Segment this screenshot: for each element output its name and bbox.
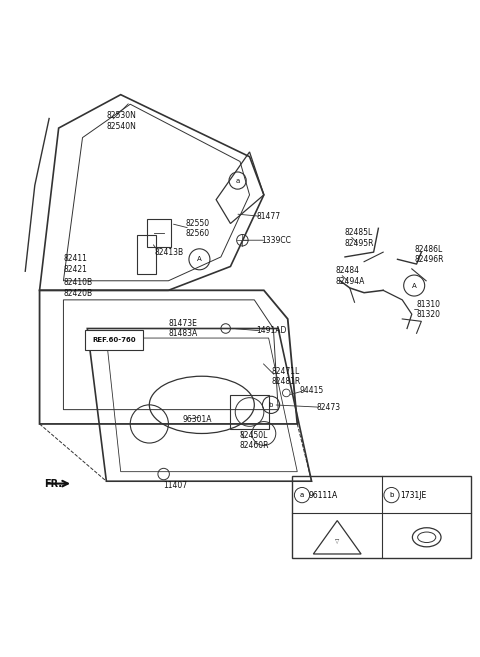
Text: 81473E
81483A: 81473E 81483A <box>168 319 198 338</box>
Text: 82484
82494A: 82484 82494A <box>336 266 365 286</box>
Text: 82410B
82420B: 82410B 82420B <box>63 278 93 298</box>
Text: A: A <box>197 256 202 262</box>
Text: b: b <box>269 402 273 408</box>
Text: 82450L
82460R: 82450L 82460R <box>240 431 269 450</box>
Text: ▽: ▽ <box>335 539 339 545</box>
Text: 82471L
82481R: 82471L 82481R <box>271 367 300 386</box>
Text: 94415: 94415 <box>300 386 324 395</box>
Text: a: a <box>300 492 304 498</box>
Text: a: a <box>236 177 240 183</box>
Text: b: b <box>389 492 394 498</box>
Text: 11407: 11407 <box>164 482 188 491</box>
Text: 1491AD: 1491AD <box>257 327 287 335</box>
Text: FR.: FR. <box>44 478 62 489</box>
Text: 82530N
82540N: 82530N 82540N <box>107 111 136 131</box>
Text: 81310
81320: 81310 81320 <box>417 300 441 319</box>
Text: 82485L
82495R: 82485L 82495R <box>345 228 374 248</box>
Text: 1339CC: 1339CC <box>262 236 291 244</box>
Text: REF.60-760: REF.60-760 <box>92 338 136 344</box>
Text: 82473: 82473 <box>316 403 340 412</box>
Text: A: A <box>412 283 417 288</box>
Text: 96301A: 96301A <box>183 415 212 424</box>
Text: 82411
82421: 82411 82421 <box>63 254 87 274</box>
Text: 82550
82560: 82550 82560 <box>185 219 209 238</box>
Text: 82486L
82496R: 82486L 82496R <box>414 245 444 264</box>
Text: 81477: 81477 <box>257 212 281 221</box>
Text: 1731JE: 1731JE <box>400 491 426 499</box>
Text: 82413B: 82413B <box>154 248 183 257</box>
Text: 96111A: 96111A <box>309 491 338 499</box>
